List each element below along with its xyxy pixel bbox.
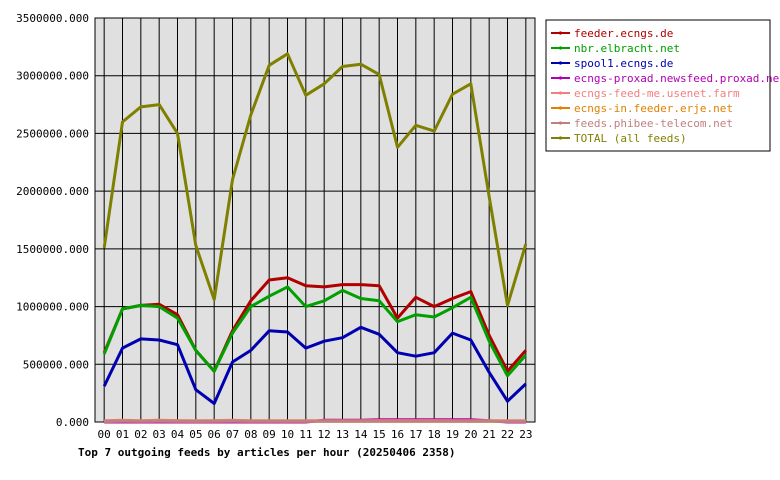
legend-marker-feeds-phibee-telecom-net [558,121,563,125]
y-tick-label: 2000000.000 [16,185,89,198]
legend-label-total-all-feeds: TOTAL (all feeds) [574,132,687,145]
series-lines [102,52,528,424]
x-tick-label: 12 [318,428,331,441]
y-tick-label: 0.000 [56,416,89,429]
x-tick-label: 19 [446,428,459,441]
series-line-spool1-ecngs-de [102,325,527,405]
x-tick-label: 18 [428,428,441,441]
legend-label-ecngs-feed-me-usenet-farm: ecngs-feed-me.usenet.farm [574,87,740,100]
x-tick-label: 02 [134,428,147,441]
series-line-feeder-ecngs-de [102,276,527,373]
x-tick-label: 14 [354,428,368,441]
x-tick-label: 05 [189,428,202,441]
x-tick-label: 15 [373,428,386,441]
plot-background [95,18,535,422]
y-tick-label: 2500000.000 [16,127,89,140]
x-tick-label: 09 [263,428,276,441]
legend: feeder.ecngs.de nbr.elbracht.net spool1.ec… [545,19,780,152]
y-tick-label: 1000000.000 [16,301,89,314]
x-tick-label: 13 [336,428,349,441]
x-tick-label: 22 [501,428,514,441]
y-axis-tick-labels: 0.000 500000.000 1000000.000 1500000.000 200… [16,12,89,429]
x-tick-label: 23 [519,428,532,441]
x-tick-label: 11 [299,428,312,441]
x-tick-label: 01 [116,428,129,441]
legend-box [545,19,771,152]
y-tick-label: 3000000.000 [16,70,89,83]
legend-marker-total-all-feeds [558,136,563,140]
chart-title: Top 7 outgoing feeds by articles per hou… [78,446,456,459]
grid [95,17,535,423]
x-tick-label: 10 [281,428,294,441]
x-tick-label: 08 [244,428,257,441]
legend-marker-ecngs-proxad-newsfeed-proxad-net [558,76,563,80]
legend-label-nbr-elbracht-net: nbr.elbracht.net [574,42,680,55]
x-tick-label: 04 [171,428,185,441]
legend-label-feeds-phibee-telecom-net: feeds.phibee-telecom.net [574,117,733,130]
x-tick-label: 06 [208,428,221,441]
x-tick-label: 16 [391,428,404,441]
series-line-total-all-feeds [102,52,528,307]
legend-label-ecngs-proxad-newsfeed-proxad-net: ecngs-proxad.newsfeed.proxad.net [574,72,780,85]
legend-label-ecngs-in-feeder-erje-net: ecngs-in.feeder.erje.net [574,102,733,115]
x-tick-label: 20 [464,428,477,441]
series-line-nbr-elbracht-net [102,285,527,378]
legend-marker-ecngs-in-feeder-erje-net [558,106,563,110]
x-tick-label: 21 [483,428,496,441]
legend-marker-feeder-ecngs-de [558,31,563,35]
legend-label-spool1-ecngs-de: spool1.ecngs.de [574,57,673,70]
y-tick-label: 500000.000 [23,358,89,371]
y-tick-label: 3500000.000 [16,12,89,25]
x-tick-label: 00 [98,428,111,441]
legend-marker-ecngs-feed-me-usenet-farm [558,91,563,95]
legend-marker-spool1-ecngs-de [558,61,563,65]
x-tick-label: 07 [226,428,239,441]
x-tick-label: 03 [153,428,166,441]
legend-marker-nbr-elbracht-net [558,46,563,50]
legend-label-feeder-ecngs-de: feeder.ecngs.de [574,27,673,40]
y-tick-label: 1500000.000 [16,243,89,256]
x-axis-tick-labels: 00 01 02 03 04 05 06 07 08 09 10 11 12 13 14 15 16 17 18 19… [98,428,533,441]
x-tick-label: 17 [409,428,422,441]
